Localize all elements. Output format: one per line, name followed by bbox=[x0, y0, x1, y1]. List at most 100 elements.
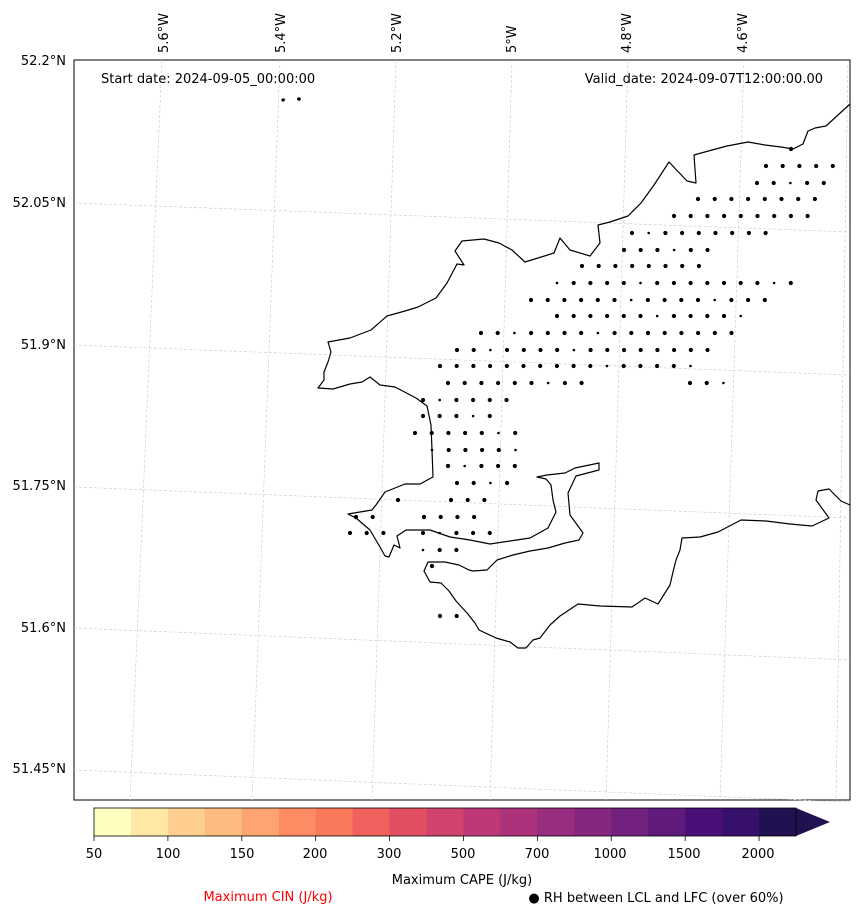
rh-dot bbox=[438, 398, 442, 402]
rh-dot bbox=[364, 530, 369, 536]
rh-dot bbox=[638, 347, 643, 353]
rh-dot bbox=[696, 330, 701, 336]
rh-dot bbox=[281, 98, 285, 102]
colorbar-cell bbox=[537, 808, 575, 836]
lon-label: 5°W bbox=[505, 25, 520, 53]
lat-label: 51.6°N bbox=[21, 621, 66, 636]
rh-dot bbox=[487, 397, 492, 403]
rh-dot bbox=[471, 347, 476, 353]
rh-dot bbox=[788, 213, 794, 219]
rh-dot bbox=[479, 463, 484, 469]
rh-dot bbox=[571, 280, 576, 286]
lon-label: 4.8°W bbox=[620, 13, 635, 53]
rh-dot bbox=[754, 180, 760, 186]
rh-dot bbox=[546, 381, 550, 385]
rh-dot bbox=[454, 530, 459, 536]
rh-dot bbox=[789, 181, 792, 185]
meridian-4.8w bbox=[605, 59, 629, 801]
rh-dot bbox=[671, 313, 677, 319]
rh-dot bbox=[588, 363, 593, 369]
colorbar-tick-label: 1500 bbox=[667, 847, 700, 862]
rh-dot bbox=[353, 514, 359, 520]
rh-dot bbox=[671, 363, 676, 369]
rh-dot bbox=[738, 280, 743, 286]
colorbar-outline bbox=[93, 807, 797, 837]
rh-dot bbox=[721, 280, 727, 286]
rh-dot bbox=[662, 297, 667, 303]
rh-dot bbox=[672, 248, 676, 252]
rh-dot bbox=[489, 481, 492, 485]
rh-dot bbox=[679, 330, 684, 336]
rh-dot bbox=[454, 480, 460, 486]
rh-dot bbox=[655, 247, 660, 253]
rh-dot bbox=[621, 280, 626, 286]
rh-dot bbox=[629, 330, 634, 336]
colorbar-tick-labels: 50 100 150 200 300 500 700 1000 1500 200… bbox=[86, 847, 775, 862]
rh-dot bbox=[705, 213, 710, 219]
rh-dot bbox=[463, 430, 468, 436]
rh-dot bbox=[655, 280, 660, 286]
lat-label: 51.45°N bbox=[13, 762, 66, 777]
rh-dot bbox=[713, 230, 718, 236]
rh-dot bbox=[762, 297, 767, 303]
rh-dot bbox=[496, 447, 501, 453]
rh-dot bbox=[448, 497, 454, 503]
rh-dot bbox=[705, 347, 710, 353]
rh-dot bbox=[437, 413, 442, 419]
rh-dot bbox=[421, 548, 425, 552]
colorbar-tick-label: 150 bbox=[230, 847, 255, 862]
lat-label: 51.75°N bbox=[13, 479, 66, 494]
rh-dot bbox=[647, 231, 650, 235]
rh-dot bbox=[672, 347, 677, 353]
rh-dot bbox=[579, 330, 584, 336]
rh-dot bbox=[613, 263, 618, 269]
rh-dot bbox=[772, 213, 777, 219]
colorbar-cell bbox=[389, 808, 428, 836]
coastline-mainland bbox=[317, 103, 851, 649]
rh-dot bbox=[605, 280, 610, 286]
rh-dot bbox=[579, 263, 585, 269]
rh-dot bbox=[645, 330, 651, 336]
rh-dot bbox=[438, 514, 443, 520]
rh-dot bbox=[579, 297, 584, 303]
colorbar-cell bbox=[167, 808, 206, 836]
rh-dot bbox=[779, 196, 784, 202]
rh-dot bbox=[514, 448, 517, 452]
rh-dot bbox=[662, 330, 667, 336]
rh-dot bbox=[487, 413, 492, 419]
rh-dot bbox=[538, 347, 543, 353]
parallel-51.6n bbox=[73, 627, 851, 661]
rh-dot bbox=[645, 297, 651, 303]
rh-dot bbox=[489, 348, 492, 352]
rh-dot bbox=[579, 380, 584, 386]
rh-dot bbox=[663, 230, 668, 236]
rh-dot bbox=[814, 163, 819, 169]
lat-label: 52.2°N bbox=[21, 54, 66, 69]
rh-dot bbox=[420, 530, 426, 536]
rh-dot bbox=[730, 230, 735, 236]
cape-axis-label: Maximum CAPE (J/kg) bbox=[392, 873, 532, 888]
rh-dot bbox=[696, 230, 701, 236]
rh-dot bbox=[479, 430, 484, 436]
colorbar-extend-arrow bbox=[796, 808, 830, 836]
colorbar-cell bbox=[685, 808, 723, 836]
map-axes: 5.6°W 5.4°W 5.2°W 5°W 4.8°W 4.6°W 52.2°N… bbox=[13, 13, 851, 803]
rh-dot bbox=[762, 196, 767, 202]
rh-dot bbox=[555, 281, 559, 285]
rh-dot bbox=[671, 213, 677, 219]
rh-dot bbox=[395, 497, 401, 503]
rh-dot bbox=[463, 447, 468, 453]
rh-dot bbox=[605, 347, 610, 353]
rh-dot bbox=[446, 430, 451, 436]
colorbar-tick-label: 700 bbox=[525, 847, 550, 862]
meridian-4.6w bbox=[719, 59, 745, 801]
rh-dot bbox=[471, 363, 476, 369]
rh-dot bbox=[655, 347, 660, 353]
rh-dot bbox=[663, 263, 668, 269]
colorbar-ticks bbox=[93, 836, 760, 841]
rh-dot bbox=[562, 297, 567, 303]
rh-dot bbox=[746, 196, 751, 202]
rh-dot bbox=[454, 347, 460, 353]
rh-dot bbox=[595, 297, 600, 303]
rh-dot bbox=[805, 180, 810, 186]
